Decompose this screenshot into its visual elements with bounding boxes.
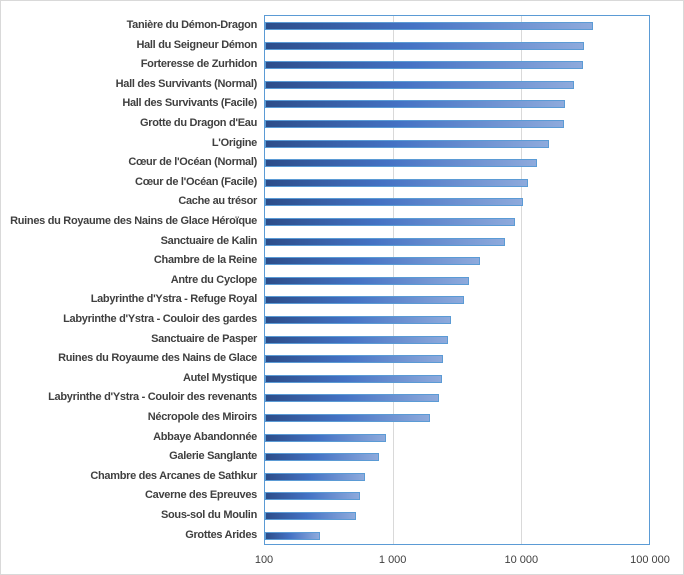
bar[interactable]	[265, 531, 321, 540]
bar[interactable]	[265, 237, 505, 246]
category-label: Abbaye Abandonnée	[153, 430, 257, 443]
category-label: Ruines du Royaume des Nains de Glace	[58, 352, 257, 365]
bar[interactable]	[265, 414, 430, 422]
category-label: Sanctuaire de Kalin	[160, 234, 258, 247]
category-label: Ruines du Royaume des Nains de Glace Hér…	[10, 215, 257, 227]
x-tick-label: 1 000	[378, 554, 407, 566]
bar[interactable]	[265, 374, 442, 383]
bar[interactable]	[265, 316, 451, 324]
category-label: Cache au trésor	[178, 195, 257, 208]
category-label: Hall des Survivants (Normal)	[115, 77, 258, 90]
gridline	[521, 16, 523, 544]
category-label: Hall des Survivants (Facile)	[122, 97, 257, 110]
category-label: Nécropole des Miroirs	[147, 411, 258, 423]
bar[interactable]	[265, 159, 538, 168]
bar[interactable]	[265, 61, 584, 70]
bar[interactable]	[265, 276, 469, 285]
category-label: Chambre de la Reine	[153, 254, 257, 267]
x-tick-label: 10 000	[504, 554, 539, 566]
bar[interactable]	[265, 120, 565, 128]
plot-area	[264, 15, 650, 545]
x-tick-label: 100	[254, 554, 274, 566]
category-label: Autel Mystique	[182, 371, 257, 384]
category-label: Sanctuaire de Pasper	[151, 332, 257, 345]
bar[interactable]	[265, 512, 357, 520]
bar[interactable]	[265, 355, 443, 364]
bar[interactable]	[265, 492, 361, 501]
category-label: Labyrinthe d'Ystra - Couloir des gardes	[63, 313, 257, 325]
category-label: Antre du Cyclope	[170, 273, 258, 286]
category-label: Tanière du Démon-Dragon	[126, 19, 258, 31]
category-label: Labyrinthe d'Ystra - Refuge Royal	[90, 293, 258, 306]
category-label: Grottes Arides	[185, 528, 257, 541]
bar[interactable]	[265, 335, 448, 344]
bar[interactable]	[265, 178, 528, 187]
bar[interactable]	[265, 453, 380, 462]
bar[interactable]	[265, 257, 480, 266]
category-label: Chambre des Arcanes de Sathkur	[90, 469, 257, 482]
category-label: Galerie Sanglante	[169, 450, 257, 463]
category-label: Labyrinthe d'Ystra - Couloir des revenan…	[48, 391, 257, 404]
bar[interactable]	[265, 218, 515, 226]
bar[interactable]	[265, 433, 386, 442]
bar[interactable]	[265, 198, 524, 207]
category-label: Sous-sol du Moulin	[160, 509, 257, 521]
bar[interactable]	[265, 296, 464, 305]
bar[interactable]	[265, 41, 585, 50]
bar[interactable]	[265, 100, 566, 109]
category-label: L'Origine	[211, 136, 257, 149]
category-label: Cœur de l'Océan (Facile)	[135, 175, 257, 188]
category-label: Forteresse de Zurhidon	[140, 58, 258, 71]
category-label: Cœur de l'Océan (Normal)	[128, 156, 257, 169]
bar[interactable]	[265, 22, 594, 30]
bar[interactable]	[265, 139, 549, 148]
category-label: Grotte du Dragon d'Eau	[139, 117, 257, 129]
category-label: Hall du Seigneur Démon	[136, 38, 257, 51]
bar[interactable]	[265, 472, 366, 481]
x-tick-label: 100 000	[630, 554, 670, 566]
bar[interactable]	[265, 394, 439, 403]
category-label: Caverne des Epreuves	[144, 489, 257, 502]
bar[interactable]	[265, 80, 575, 89]
